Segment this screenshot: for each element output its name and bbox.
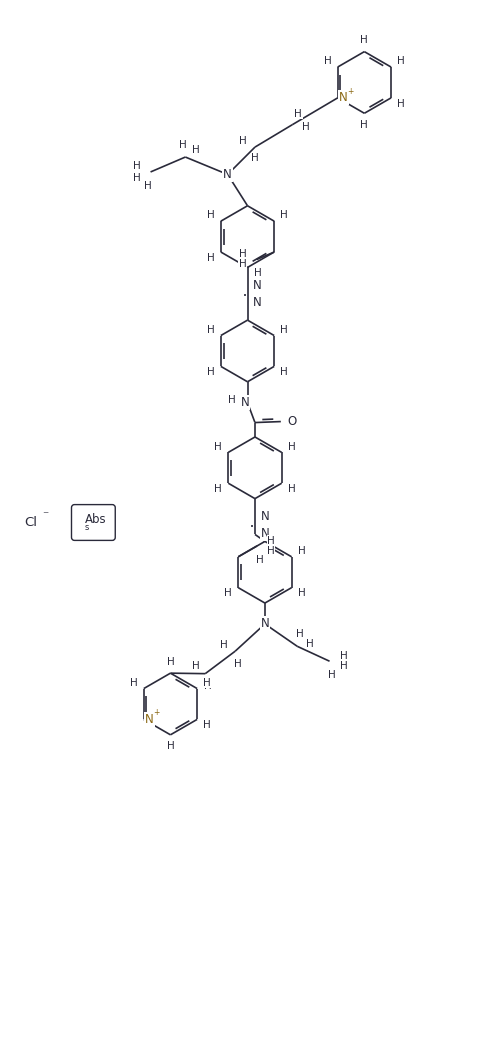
Text: N: N (253, 279, 262, 292)
Text: H: H (324, 56, 332, 66)
Text: H: H (328, 670, 336, 680)
Text: H: H (340, 651, 347, 661)
Text: H: H (280, 210, 288, 220)
Text: H: H (239, 259, 247, 270)
Text: H: H (207, 367, 215, 377)
Text: H: H (207, 210, 215, 220)
Text: N: N (253, 296, 262, 308)
Text: H: H (397, 56, 405, 66)
Text: H: H (294, 109, 302, 119)
Text: N: N (340, 91, 348, 104)
Text: H: H (251, 153, 259, 163)
Text: H: H (133, 172, 140, 183)
Text: H: H (192, 661, 200, 671)
Text: H: H (207, 253, 215, 262)
Text: N: N (224, 168, 232, 181)
Text: N: N (260, 618, 270, 630)
Text: H: H (144, 181, 152, 191)
Text: H: H (238, 136, 246, 146)
Text: +: + (347, 87, 354, 96)
Text: H: H (220, 641, 228, 650)
Text: N: N (146, 713, 154, 726)
Text: H: H (288, 484, 296, 494)
Text: H: H (298, 547, 306, 556)
Text: H: H (306, 638, 314, 649)
Text: H: H (298, 588, 306, 599)
Text: H: H (166, 741, 174, 751)
Text: H: H (224, 588, 232, 599)
Text: H: H (214, 484, 222, 494)
Text: s: s (84, 522, 88, 532)
Text: H: H (296, 629, 304, 638)
Text: Abs: Abs (84, 513, 106, 526)
Text: H: H (280, 325, 288, 334)
Text: H: H (360, 120, 368, 130)
Text: H: H (203, 678, 211, 688)
Text: ⁻: ⁻ (42, 510, 48, 522)
Text: H: H (214, 442, 222, 451)
Text: H: H (228, 395, 235, 405)
Text: H: H (192, 144, 200, 155)
Text: H: H (256, 555, 264, 564)
Text: H: H (360, 36, 368, 45)
Text: H: H (166, 656, 174, 667)
Text: Cl: Cl (24, 516, 38, 529)
Text: H: H (130, 678, 138, 688)
Text: N: N (260, 527, 270, 540)
Text: H: H (234, 658, 241, 669)
Text: H: H (207, 325, 215, 334)
Text: H: H (302, 122, 310, 133)
Text: H: H (239, 250, 247, 259)
Text: H: H (133, 161, 140, 171)
Text: H: H (204, 681, 212, 691)
FancyBboxPatch shape (72, 505, 116, 540)
Text: H: H (340, 661, 347, 671)
Text: H: H (254, 269, 262, 278)
Text: N: N (240, 396, 250, 410)
Text: +: + (153, 709, 160, 718)
Text: H: H (288, 442, 296, 451)
Text: H: H (397, 98, 405, 109)
Text: N: N (260, 510, 270, 524)
Text: H: H (267, 536, 275, 545)
Text: H: H (267, 545, 275, 556)
Text: H: H (179, 140, 187, 149)
Text: O: O (287, 415, 296, 428)
Text: H: H (203, 720, 211, 730)
Text: H: H (280, 367, 288, 377)
